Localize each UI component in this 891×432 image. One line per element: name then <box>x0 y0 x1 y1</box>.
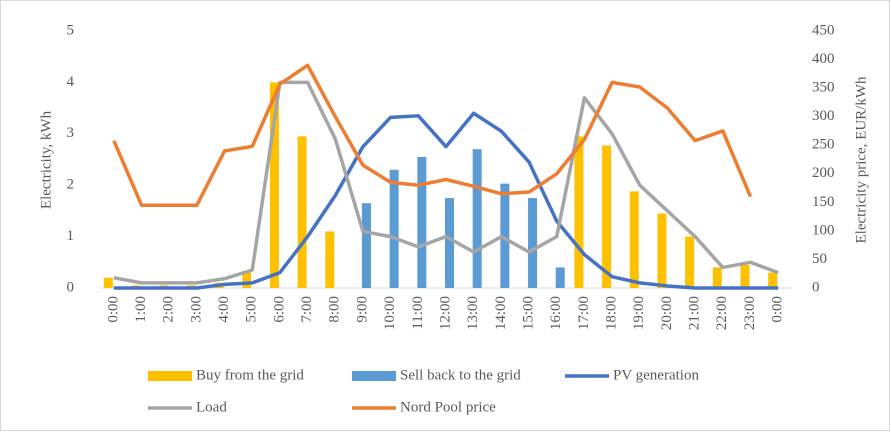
bar <box>325 231 335 288</box>
bar <box>657 213 667 288</box>
bar <box>602 145 612 288</box>
y-tick-label: 1 <box>67 228 75 244</box>
y2-tick-label: 400 <box>812 51 835 67</box>
line-series <box>113 80 779 285</box>
x-tick-label: 3:00 <box>188 296 204 323</box>
bar <box>103 277 113 288</box>
bar <box>361 203 371 288</box>
x-tick-label: 6:00 <box>271 296 287 323</box>
bar <box>242 272 252 288</box>
y2-tick-label: 450 <box>812 22 835 38</box>
y-tick-label: 4 <box>67 74 75 90</box>
line-series <box>113 111 779 290</box>
legend-label: Nord Pool price <box>400 399 496 415</box>
y2-tick-label: 100 <box>812 222 835 238</box>
bar <box>629 191 639 288</box>
y2-tick-label: 250 <box>812 137 835 153</box>
x-tick-label: 11:00 <box>410 296 426 330</box>
legend-label: PV generation <box>613 367 699 383</box>
legend-swatch <box>148 371 192 381</box>
x-tick-label: 15:00 <box>520 296 536 330</box>
x-tick-label: 23:00 <box>742 296 758 330</box>
y-tick-label: 0 <box>67 279 75 295</box>
bar <box>740 264 750 288</box>
x-tick-label: 16:00 <box>548 296 564 330</box>
y2-tick-label: 200 <box>812 165 835 181</box>
y2-axis-label: Electricity price, EUR/kWh <box>853 76 869 244</box>
x-tick-label: 21:00 <box>687 296 703 330</box>
bar <box>417 156 427 288</box>
x-tick-label: 12:00 <box>437 296 453 330</box>
x-tick-label: 17:00 <box>576 296 592 330</box>
bar <box>685 236 695 288</box>
bar <box>297 136 307 288</box>
y-tick-label: 2 <box>67 177 75 193</box>
bar <box>389 169 399 288</box>
x-tick-label: 7:00 <box>299 296 315 323</box>
x-tick-label: 2:00 <box>161 296 177 323</box>
x-tick-label: 0:00 <box>770 296 786 323</box>
x-tick-label: 20:00 <box>659 296 675 330</box>
x-tick-label: 14:00 <box>493 296 509 330</box>
x-tick-label: 0:00 <box>105 296 121 323</box>
y2-tick-label: 350 <box>812 80 835 96</box>
y-tick-label: 5 <box>67 22 75 38</box>
x-tick-label: 19:00 <box>631 296 647 330</box>
y2-tick-label: 150 <box>812 194 835 210</box>
x-tick-label: 13:00 <box>465 296 481 330</box>
legend-label: Load <box>196 399 227 415</box>
x-tick-label: 9:00 <box>354 296 370 323</box>
y2-tick-label: 50 <box>812 251 827 267</box>
y-tick-label: 3 <box>67 125 75 141</box>
bar <box>445 198 454 288</box>
legend-label: Buy from the grid <box>196 367 304 383</box>
y2-tick-label: 0 <box>812 279 820 295</box>
line-series <box>112 63 753 207</box>
bar <box>712 267 722 288</box>
x-tick-label: 4:00 <box>216 296 232 323</box>
bar <box>574 136 584 288</box>
x-tick-label: 8:00 <box>327 296 343 323</box>
bar <box>500 183 510 288</box>
bar <box>528 198 538 288</box>
bar <box>768 272 778 288</box>
x-tick-label: 10:00 <box>382 296 398 330</box>
legend-swatch <box>352 371 396 381</box>
x-tick-label: 18:00 <box>604 296 620 330</box>
bar <box>269 82 279 289</box>
y-axis-label: Electricity, kWh <box>38 110 54 209</box>
y2-tick-label: 300 <box>812 108 835 124</box>
x-tick-label: 1:00 <box>133 296 149 323</box>
bar <box>472 149 482 288</box>
x-tick-label: 22:00 <box>714 296 730 330</box>
bar <box>555 267 565 288</box>
legend-label: Sell back to the grid <box>400 367 521 383</box>
x-tick-label: 5:00 <box>244 296 260 323</box>
